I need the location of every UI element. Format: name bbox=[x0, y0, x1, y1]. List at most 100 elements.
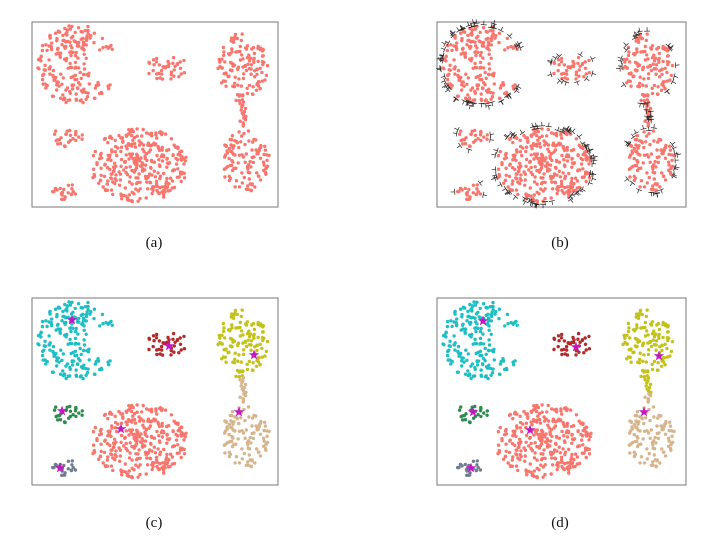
point bbox=[506, 461, 510, 465]
point bbox=[132, 411, 137, 416]
point bbox=[228, 413, 232, 418]
point bbox=[544, 141, 548, 145]
point bbox=[477, 39, 481, 43]
point bbox=[70, 300, 74, 304]
point bbox=[182, 58, 186, 63]
point bbox=[487, 67, 492, 71]
point bbox=[518, 457, 522, 462]
point bbox=[160, 185, 165, 189]
point bbox=[540, 410, 544, 414]
point bbox=[580, 62, 585, 66]
point bbox=[69, 468, 74, 472]
point bbox=[72, 315, 76, 319]
point bbox=[176, 167, 180, 171]
point bbox=[112, 437, 117, 441]
point bbox=[645, 457, 649, 461]
point bbox=[548, 439, 553, 443]
point bbox=[653, 435, 657, 440]
point bbox=[99, 427, 103, 432]
point bbox=[508, 438, 512, 442]
point bbox=[552, 336, 556, 340]
point bbox=[560, 188, 564, 193]
boundary-mark bbox=[636, 188, 642, 194]
point bbox=[39, 330, 43, 334]
boundary-mark bbox=[436, 56, 442, 63]
point bbox=[88, 312, 92, 316]
point bbox=[634, 312, 639, 316]
point bbox=[474, 468, 479, 472]
point bbox=[169, 77, 173, 81]
point bbox=[152, 62, 156, 67]
point bbox=[632, 454, 637, 459]
point bbox=[567, 471, 571, 475]
point bbox=[61, 369, 65, 373]
point bbox=[473, 65, 478, 70]
point bbox=[144, 472, 148, 476]
point bbox=[240, 457, 244, 461]
point bbox=[507, 137, 512, 141]
point bbox=[54, 138, 58, 143]
point bbox=[536, 414, 540, 418]
point bbox=[73, 468, 78, 472]
point bbox=[99, 442, 103, 446]
point bbox=[117, 409, 121, 414]
point bbox=[133, 145, 138, 149]
point bbox=[658, 75, 662, 79]
point bbox=[223, 79, 227, 84]
point bbox=[55, 315, 59, 319]
point bbox=[74, 50, 78, 55]
point bbox=[519, 454, 523, 459]
point bbox=[500, 162, 504, 167]
point bbox=[124, 409, 128, 413]
point bbox=[529, 441, 533, 446]
point bbox=[496, 154, 501, 158]
point bbox=[118, 454, 123, 458]
point bbox=[559, 336, 564, 340]
point bbox=[518, 144, 523, 149]
point bbox=[502, 181, 506, 185]
point bbox=[58, 372, 63, 376]
point bbox=[247, 171, 252, 175]
boundary-mark bbox=[567, 197, 574, 203]
point bbox=[489, 97, 493, 102]
point bbox=[153, 175, 158, 179]
point bbox=[239, 416, 243, 420]
point bbox=[94, 359, 99, 364]
boundary-mark bbox=[671, 145, 677, 152]
point bbox=[660, 447, 664, 451]
point bbox=[152, 160, 157, 164]
point bbox=[636, 160, 640, 164]
point bbox=[514, 158, 518, 163]
point bbox=[91, 167, 96, 171]
point bbox=[245, 367, 250, 372]
point bbox=[114, 178, 118, 183]
point bbox=[167, 458, 171, 462]
point bbox=[56, 46, 60, 50]
point bbox=[556, 68, 560, 73]
point bbox=[138, 440, 143, 444]
point bbox=[539, 452, 543, 456]
point bbox=[234, 139, 238, 143]
point bbox=[108, 429, 112, 433]
point bbox=[259, 421, 263, 426]
point bbox=[479, 98, 484, 103]
point bbox=[570, 452, 574, 457]
point bbox=[631, 328, 636, 332]
point bbox=[69, 53, 73, 58]
point bbox=[548, 163, 553, 167]
point bbox=[56, 51, 60, 55]
point bbox=[533, 130, 537, 134]
point bbox=[649, 187, 654, 191]
point bbox=[154, 133, 158, 137]
point bbox=[626, 53, 631, 58]
point bbox=[576, 337, 580, 341]
point bbox=[503, 91, 507, 96]
point bbox=[80, 137, 84, 141]
boundary-mark bbox=[545, 122, 552, 128]
point bbox=[98, 48, 102, 52]
point bbox=[241, 369, 245, 373]
point bbox=[71, 189, 75, 194]
point bbox=[635, 426, 639, 430]
point bbox=[153, 451, 158, 455]
boundary-mark bbox=[674, 157, 680, 164]
